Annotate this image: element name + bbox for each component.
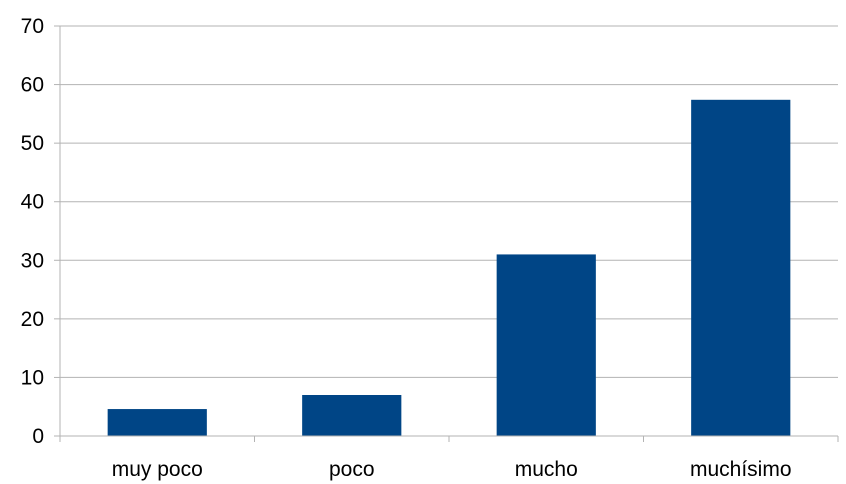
- bar: [302, 395, 402, 436]
- x-tick-label: poco: [329, 458, 375, 481]
- grid-lines: [60, 25, 838, 437]
- y-tick-labels: 0 10 20 30 40 50 60 70: [21, 15, 44, 448]
- y-tick-label: 70: [21, 15, 44, 38]
- bar: [691, 99, 791, 437]
- y-tick-label: 20: [21, 308, 44, 331]
- axes: [54, 25, 839, 442]
- bar: [496, 254, 596, 436]
- y-tick-label: 0: [32, 425, 44, 448]
- y-tick-label: 10: [21, 366, 44, 389]
- y-tick-label: 50: [21, 132, 44, 155]
- x-tick-labels: muy poco poco mucho muchísimo: [112, 458, 792, 481]
- bars: [107, 99, 791, 437]
- x-tick-label: muchísimo: [690, 458, 792, 481]
- y-tick-label: 60: [21, 74, 44, 97]
- x-tick-label: muy poco: [112, 458, 203, 481]
- bar: [107, 409, 207, 436]
- y-tick-label: 40: [21, 191, 44, 214]
- y-tick-label: 30: [21, 249, 44, 272]
- x-tick-label: mucho: [515, 458, 578, 481]
